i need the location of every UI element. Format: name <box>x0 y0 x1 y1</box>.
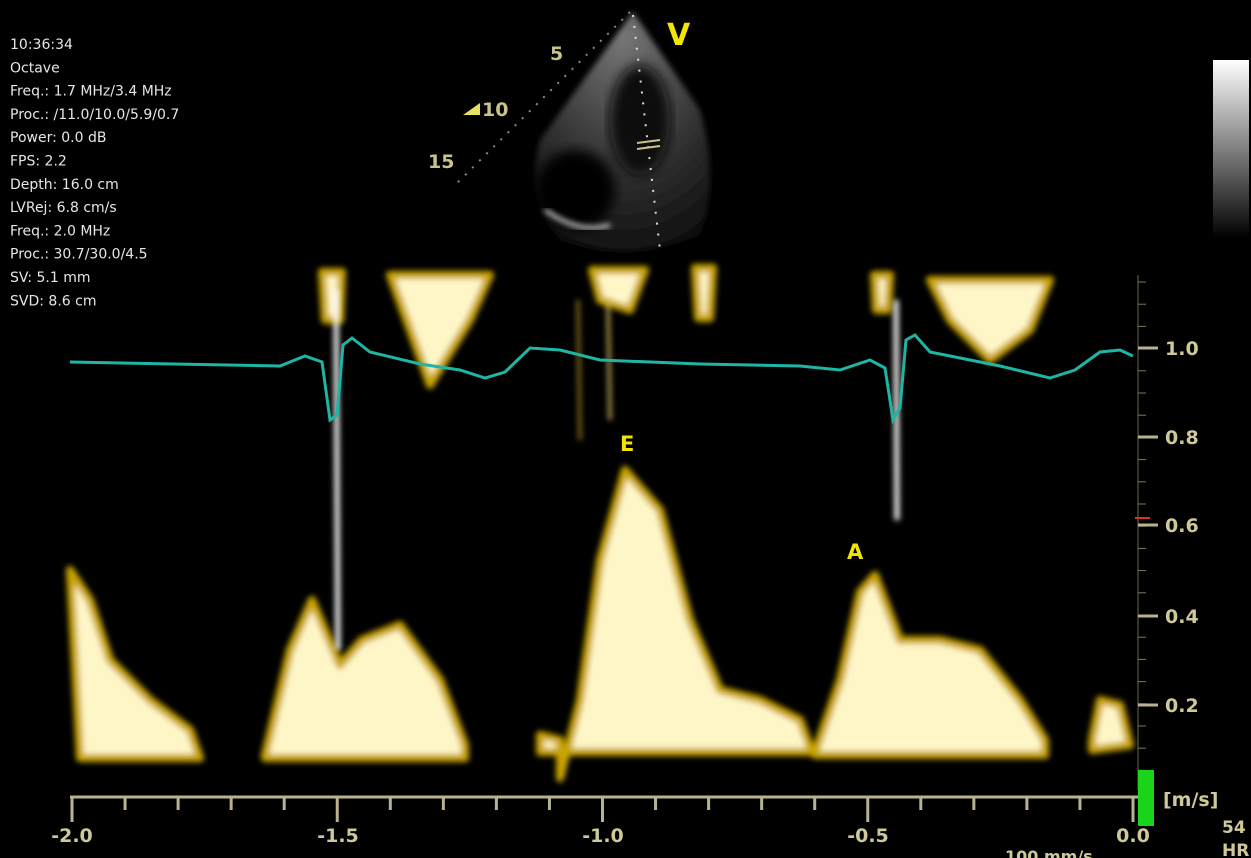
info-line: Freq.: 1.7 MHz/3.4 MHz <box>10 84 172 100</box>
time-label: -0.5 <box>847 825 889 847</box>
velocity-label: 0.6 <box>1165 515 1199 537</box>
view-label: V <box>667 18 691 53</box>
depth-label: 10 <box>482 99 508 121</box>
depth-label: 15 <box>428 151 454 173</box>
clutter-spikes <box>333 289 900 651</box>
info-line: LVRej: 6.8 cm/s <box>10 200 117 216</box>
velocity-label: 0.4 <box>1165 606 1199 628</box>
peak-label: E <box>620 432 634 456</box>
info-line: 10:36:34 <box>10 37 73 53</box>
time-axis <box>70 795 1138 822</box>
velocity-label: 0.2 <box>1165 695 1199 717</box>
sector-image <box>454 11 710 252</box>
info-line: Octave <box>10 60 60 76</box>
velocity-axis <box>1135 275 1158 790</box>
ecg-trace <box>69 333 1134 425</box>
time-label: -1.5 <box>317 825 359 847</box>
velocity-label: 0.8 <box>1165 427 1199 449</box>
info-line: Depth: 16.0 cm <box>10 177 119 193</box>
info-line: SVD: 8.6 cm <box>10 293 96 309</box>
info-line: Proc.: 30.7/30.0/4.5 <box>10 247 148 263</box>
heart-rate-unit: HR <box>1222 841 1249 858</box>
info-line: Freq.: 2.0 MHz <box>10 223 110 239</box>
gray-scale-bar <box>1213 60 1249 238</box>
sample-indicator <box>1138 770 1154 826</box>
peak-label: A <box>847 540 864 564</box>
velocity-unit: [m/s] <box>1163 789 1218 811</box>
velocity-label: 1.0 <box>1165 338 1199 360</box>
time-label: -1.0 <box>582 825 624 847</box>
time-label: 0.0 <box>1116 825 1150 847</box>
depth-label: 5 <box>550 43 563 65</box>
heart-rate: 54 <box>1222 818 1246 838</box>
info-line: Proc.: /11.0/10.0/5.9/0.7 <box>10 107 179 123</box>
doppler-spectrum <box>66 264 1134 782</box>
info-panel: 10:36:34 Octave Freq.: 1.7 MHz/3.4 MHz Proc… <box>10 37 179 309</box>
sweep-speed: 100 mm/s <box>1005 847 1093 858</box>
info-line: Power: 0.0 dB <box>10 130 106 146</box>
time-label: -2.0 <box>51 825 93 847</box>
info-line: SV: 5.1 mm <box>10 270 90 286</box>
info-line: FPS: 2.2 <box>10 154 67 170</box>
